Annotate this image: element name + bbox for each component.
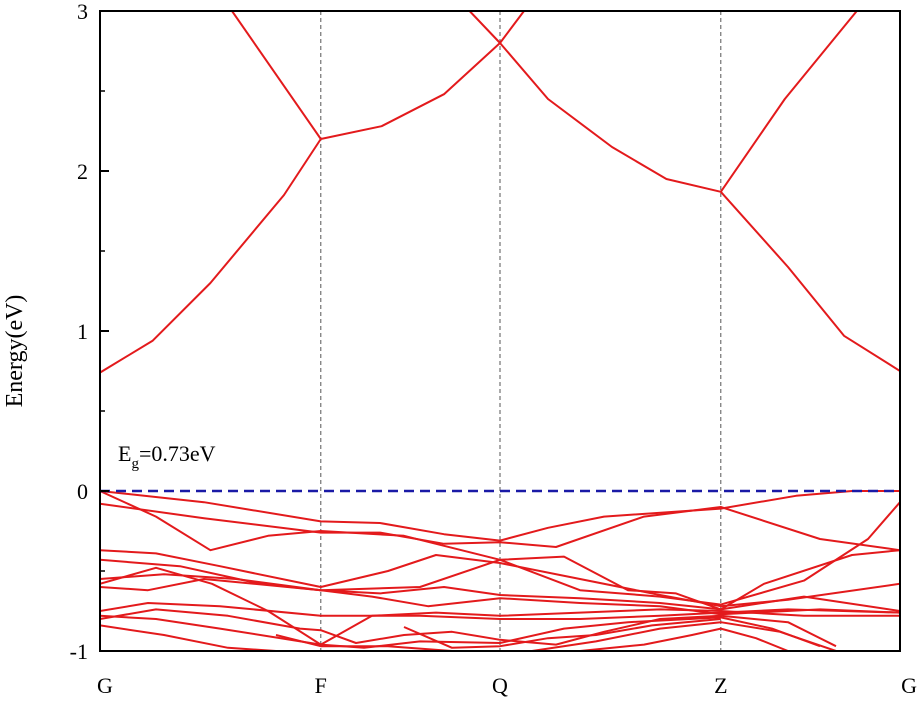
band-line-16	[275, 634, 453, 651]
band-line-11	[100, 578, 900, 616]
band-line-18	[579, 627, 789, 651]
band-line-19	[403, 618, 721, 649]
x-tick-label-0: G	[97, 673, 113, 698]
band-line-10	[100, 566, 900, 646]
band-line-15	[100, 624, 277, 651]
band-line-9	[100, 573, 900, 612]
y-axis-title: Energy(eV)	[2, 295, 28, 408]
band-line-6	[100, 490, 900, 611]
band-line-13	[100, 614, 821, 649]
bandgap-subscript: g	[131, 456, 139, 472]
bandgap-annotation: Eg=0.73eV	[118, 441, 216, 472]
y-tick-label: 0	[77, 479, 88, 504]
x-tick-label-2: Q	[492, 673, 508, 698]
y-tick-label: -1	[70, 639, 88, 664]
y-axis-ticks: -1 0 1 2 3	[70, 0, 109, 664]
band-line-17	[531, 621, 837, 651]
band-line-12	[100, 602, 900, 620]
x-tick-label-1: F	[315, 673, 327, 698]
band-line-2	[468, 11, 900, 372]
x-tick-label-3: Z	[714, 673, 727, 698]
band-line-14	[100, 608, 837, 648]
bandgap-symbol: E	[118, 441, 131, 466]
band-lines	[100, 11, 900, 651]
bandgap-value: =0.73eV	[139, 441, 216, 466]
band-line-5	[100, 502, 900, 552]
band-line-0	[100, 11, 525, 374]
band-line-1	[231, 11, 322, 140]
y-tick-label: 2	[77, 159, 88, 184]
x-tick-label-4: G	[901, 673, 917, 698]
band-line-4	[100, 490, 900, 542]
band-line-7	[100, 549, 900, 608]
y-tick-label: 1	[77, 319, 88, 344]
band-line-3	[719, 11, 858, 193]
y-tick-label: 3	[77, 0, 88, 24]
kpoint-lines	[320, 11, 722, 651]
